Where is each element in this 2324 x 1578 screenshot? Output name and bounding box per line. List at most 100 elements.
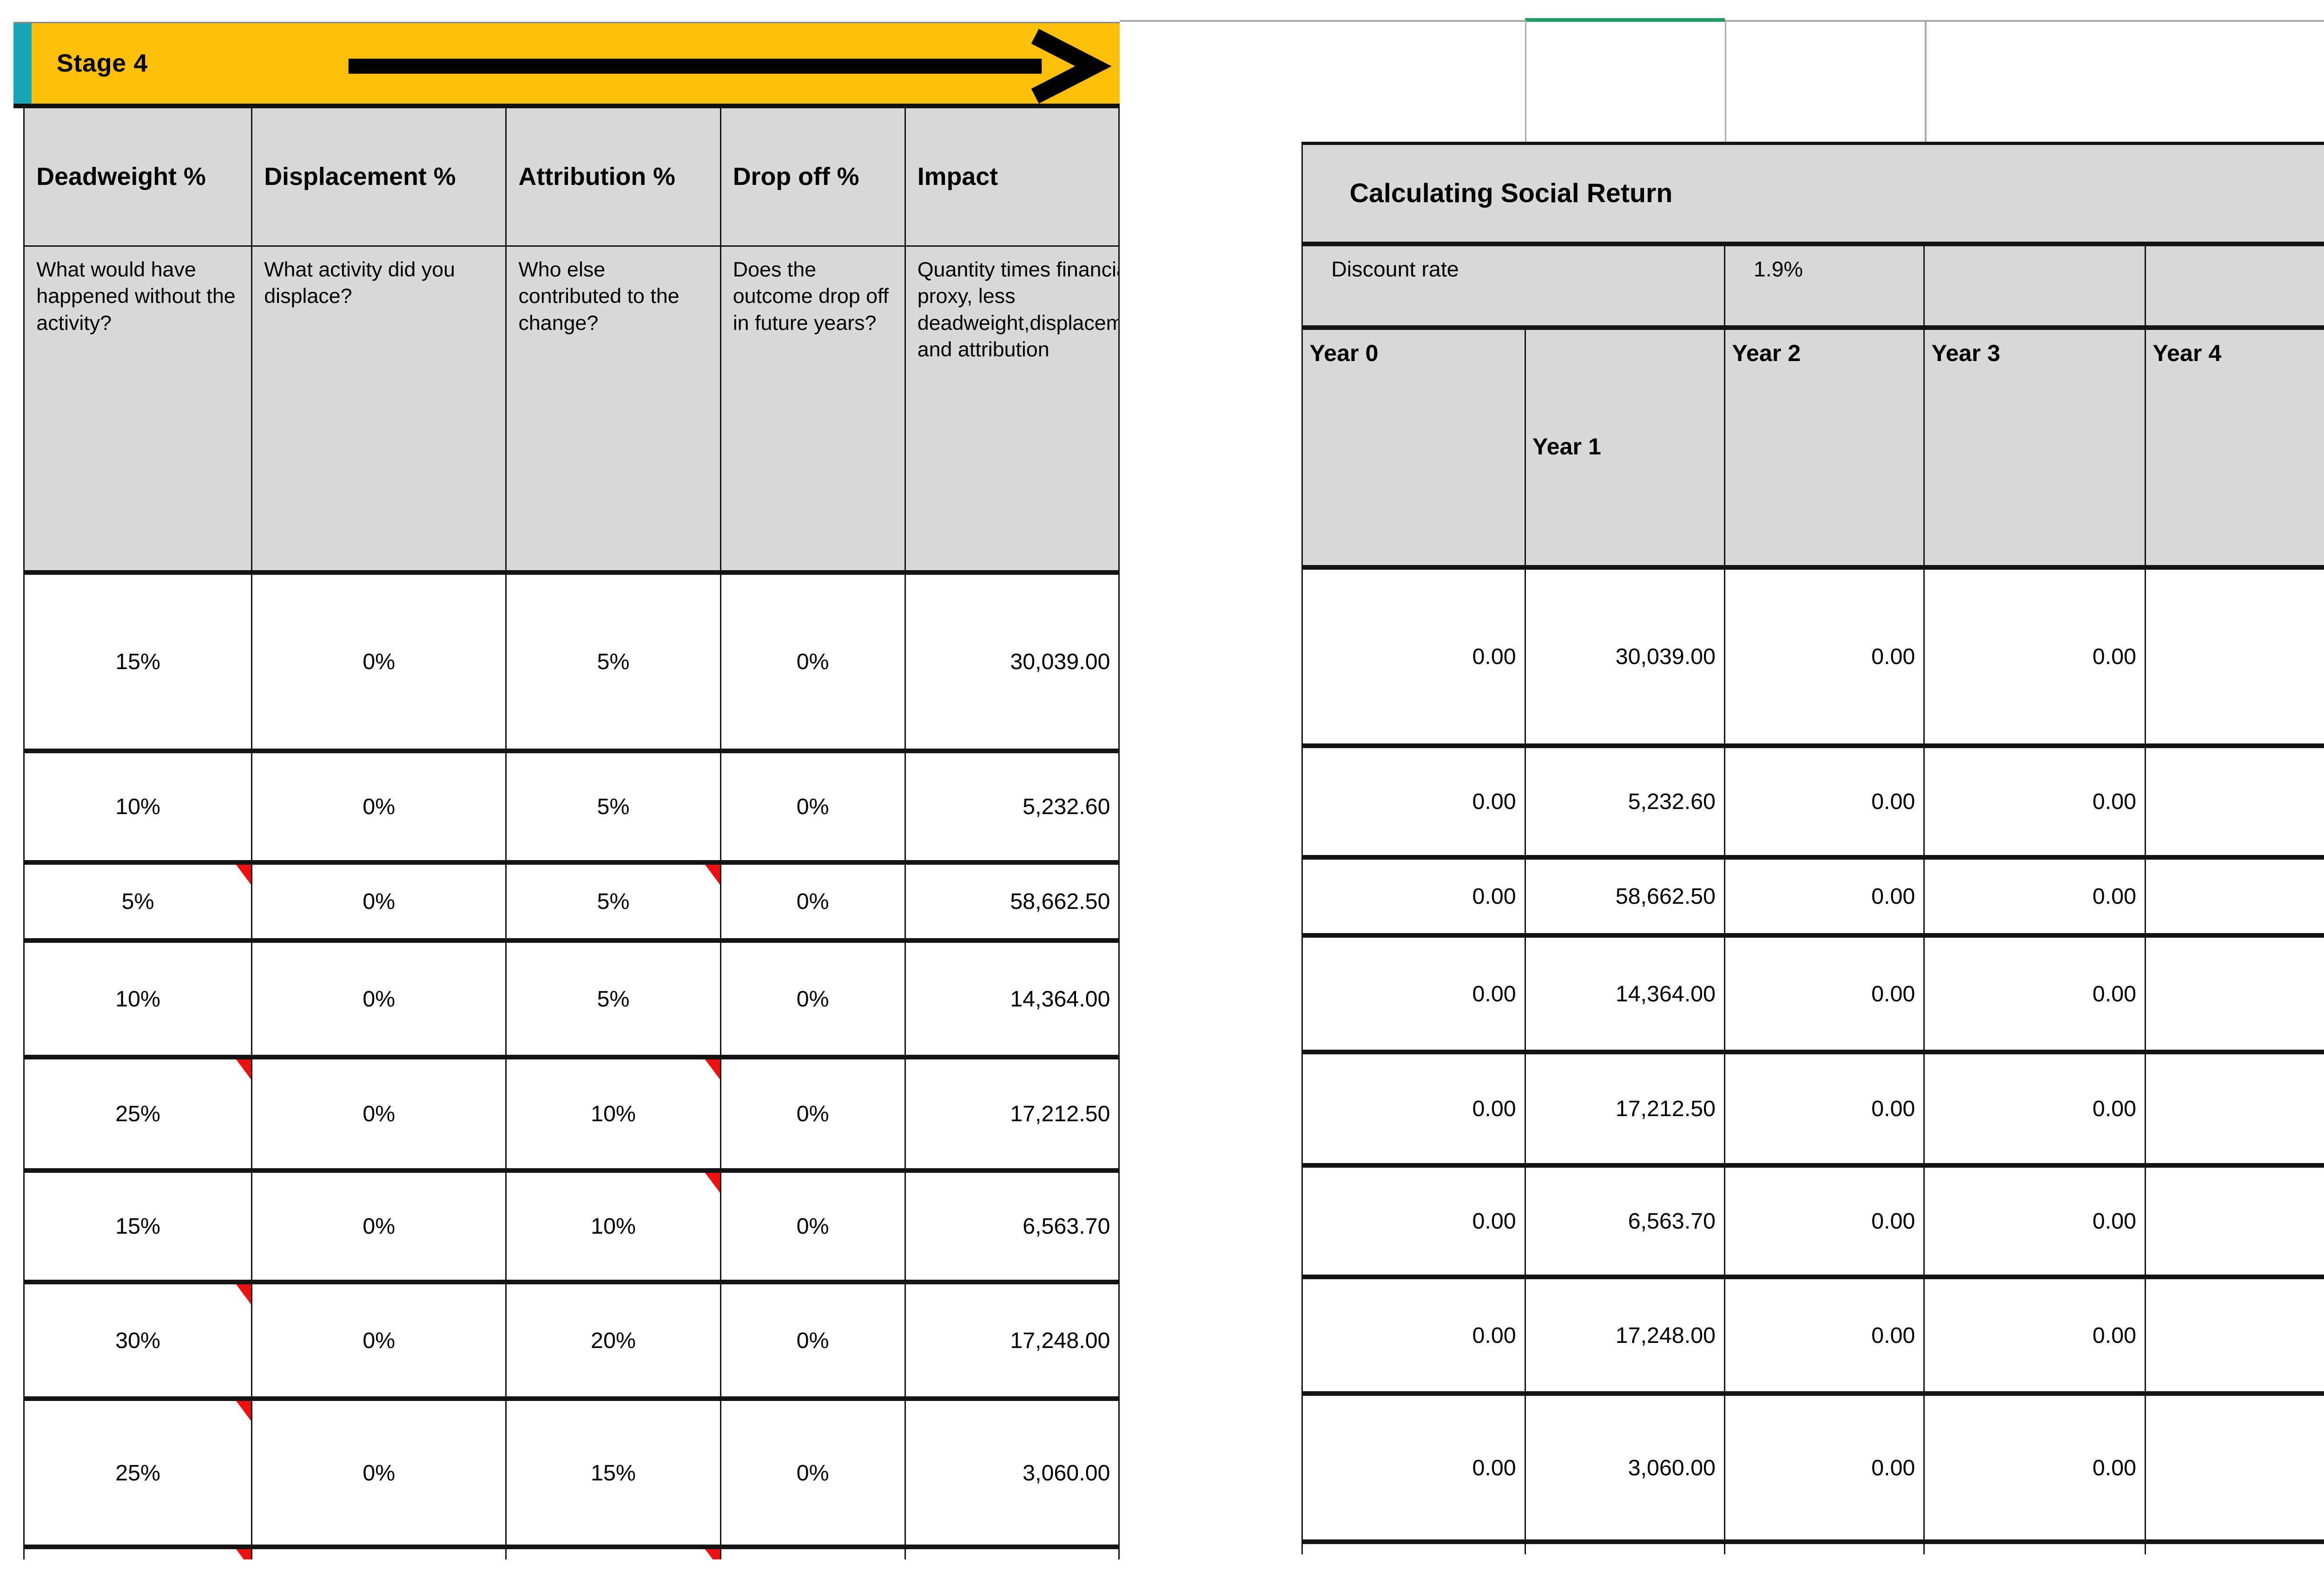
discount-row-empty-cell-2[interactable] [2146, 246, 2324, 325]
left-cell-r3-c3[interactable]: 0% [721, 864, 906, 939]
left-cell-r8-c3[interactable]: 0% [721, 1401, 906, 1545]
left-col-desc-2[interactable]: Who else contributed to the change? [507, 246, 721, 570]
left-cell-r5-c3[interactable]: 0% [721, 1059, 906, 1169]
left-cell-r5-c0[interactable]: 25% [25, 1059, 253, 1169]
left-cell-r8-c4[interactable]: 3,060.00 [905, 1401, 1119, 1545]
right-cell-r9-c0[interactable] [1303, 1544, 1526, 1554]
year-header-2[interactable]: Year 2 [1725, 329, 1925, 565]
right-cell-r8-c1[interactable]: 3,060.00 [1525, 1396, 1725, 1540]
right-cell-r6-c0[interactable]: 0.00 [1303, 1168, 1526, 1275]
social-return-title-cell[interactable]: Calculating Social Return [1303, 145, 2324, 242]
right-cell-r6-c3[interactable]: 0.00 [1925, 1168, 2146, 1275]
right-cell-r9-c2[interactable] [1725, 1544, 1925, 1554]
right-cell-r6-c2[interactable]: 0.00 [1725, 1168, 1925, 1275]
right-cell-r2-c3[interactable]: 0.00 [1925, 748, 2146, 855]
right-cell-r3-c4[interactable]: 0.00 [2146, 859, 2324, 934]
left-cell-r8-c0[interactable]: 25% [25, 1401, 253, 1545]
right-cell-r8-c3[interactable]: 0.00 [1925, 1396, 2146, 1540]
right-cell-r6-c4[interactable]: 0.00 [2146, 1168, 2324, 1275]
left-cell-r8-c2[interactable]: 15% [507, 1401, 721, 1545]
left-cell-r7-c3[interactable]: 0% [721, 1284, 906, 1397]
left-cell-r9-c2[interactable] [507, 1549, 721, 1559]
left-cell-r4-c3[interactable]: 0% [721, 943, 906, 1055]
right-cell-r7-c3[interactable]: 0.00 [1925, 1279, 2146, 1392]
right-cell-r3-c0[interactable]: 0.00 [1303, 859, 1526, 934]
right-cell-r7-c4[interactable]: 0.00 [2146, 1279, 2324, 1392]
right-cell-r3-c1[interactable]: 58,662.50 [1525, 859, 1725, 934]
left-cell-r9-c4[interactable] [905, 1549, 1119, 1559]
right-cell-r9-c4[interactable] [2146, 1544, 2324, 1554]
left-cell-r6-c1[interactable]: 0% [252, 1173, 507, 1280]
right-cell-r4-c4[interactable]: 0.00 [2146, 938, 2324, 1050]
discount-rate-value-cell[interactable]: 1.9% [1725, 246, 1925, 325]
left-col-title-2[interactable]: Attribution % [507, 108, 721, 245]
left-cell-r4-c4[interactable]: 14,364.00 [905, 943, 1119, 1055]
right-cell-r8-c2[interactable]: 0.00 [1725, 1396, 1925, 1540]
left-cell-r5-c4[interactable]: 17,212.50 [905, 1059, 1119, 1169]
right-cell-r1-c4[interactable]: 0.00 [2146, 570, 2324, 743]
left-cell-r6-c3[interactable]: 0% [721, 1173, 906, 1280]
right-cell-r2-c1[interactable]: 5,232.60 [1525, 748, 1725, 855]
left-col-desc-4[interactable]: Quantity times financial proxy, less dea… [905, 246, 1119, 570]
left-col-title-0[interactable]: Deadweight % [25, 108, 253, 245]
right-cell-r4-c2[interactable]: 0.00 [1725, 938, 1925, 1050]
right-cell-r2-c2[interactable]: 0.00 [1725, 748, 1925, 855]
left-cell-r5-c2[interactable]: 10% [507, 1059, 721, 1169]
right-cell-r5-c3[interactable]: 0.00 [1925, 1054, 2146, 1164]
left-cell-r2-c1[interactable]: 0% [252, 753, 507, 860]
left-cell-r4-c0[interactable]: 10% [25, 943, 253, 1055]
right-cell-r4-c3[interactable]: 0.00 [1925, 938, 2146, 1050]
right-cell-r8-c4[interactable]: 0.00 [2146, 1396, 2324, 1540]
left-cell-r2-c4[interactable]: 5,232.60 [905, 753, 1119, 860]
right-cell-r4-c0[interactable]: 0.00 [1303, 938, 1526, 1050]
year-header-4[interactable]: Year 4 [2146, 329, 2324, 565]
left-cell-r6-c0[interactable]: 15% [25, 1173, 253, 1280]
year-header-0[interactable]: Year 0 [1303, 329, 1526, 565]
stage-banner-cell[interactable]: Stage 4 [32, 23, 1120, 104]
left-col-desc-0[interactable]: What would have happened without the act… [25, 246, 253, 570]
left-cell-r1-c3[interactable]: 0% [721, 574, 906, 749]
left-cell-r4-c2[interactable]: 5% [507, 943, 721, 1055]
right-cell-r2-c0[interactable]: 0.00 [1303, 748, 1526, 855]
left-cell-r2-c0[interactable]: 10% [25, 753, 253, 860]
right-cell-r1-c3[interactable]: 0.00 [1925, 570, 2146, 743]
left-cell-r2-c3[interactable]: 0% [721, 753, 906, 860]
left-cell-r5-c1[interactable]: 0% [252, 1059, 507, 1169]
right-cell-r1-c0[interactable]: 0.00 [1303, 570, 1526, 743]
right-cell-r1-c1[interactable]: 30,039.00 [1525, 570, 1725, 743]
discount-rate-label-cell[interactable]: Discount rate [1303, 246, 1725, 325]
left-cell-r3-c1[interactable]: 0% [252, 864, 507, 939]
year-header-3[interactable]: Year 3 [1925, 329, 2146, 565]
year-header-1[interactable]: Year 1 [1525, 329, 1725, 565]
right-cell-r1-c2[interactable]: 0.00 [1725, 570, 1925, 743]
left-col-title-1[interactable]: Displacement % [252, 108, 507, 245]
right-cell-r7-c2[interactable]: 0.00 [1725, 1279, 1925, 1392]
left-cell-r1-c0[interactable]: 15% [25, 574, 253, 749]
right-cell-r8-c0[interactable]: 0.00 [1303, 1396, 1526, 1540]
right-cell-r7-c1[interactable]: 17,248.00 [1525, 1279, 1725, 1392]
left-cell-r7-c4[interactable]: 17,248.00 [905, 1284, 1119, 1397]
left-col-title-4[interactable]: Impact [905, 108, 1119, 245]
right-cell-r5-c2[interactable]: 0.00 [1725, 1054, 1925, 1164]
left-col-desc-3[interactable]: Does the outcome drop off in future year… [721, 246, 906, 570]
left-cell-r3-c4[interactable]: 58,662.50 [905, 864, 1119, 939]
left-cell-r7-c0[interactable]: 30% [25, 1284, 253, 1397]
right-cell-r6-c1[interactable]: 6,563.70 [1525, 1168, 1725, 1275]
right-cell-r7-c0[interactable]: 0.00 [1303, 1279, 1526, 1392]
left-cell-r8-c1[interactable]: 0% [252, 1401, 507, 1545]
left-cell-r7-c2[interactable]: 20% [507, 1284, 721, 1397]
right-cell-r9-c1[interactable] [1525, 1544, 1725, 1554]
left-col-desc-1[interactable]: What activity did you displace? [252, 246, 507, 570]
left-cell-r9-c3[interactable] [721, 1549, 906, 1559]
right-cell-r2-c4[interactable]: 0.00 [2146, 748, 2324, 855]
right-cell-r3-c2[interactable]: 0.00 [1725, 859, 1925, 934]
left-col-title-3[interactable]: Drop off % [721, 108, 906, 245]
left-cell-r4-c1[interactable]: 0% [252, 943, 507, 1055]
left-cell-r9-c1[interactable] [252, 1549, 507, 1559]
right-cell-r5-c4[interactable]: 0.00 [2146, 1054, 2324, 1164]
left-cell-r9-c0[interactable] [25, 1549, 253, 1559]
left-cell-r1-c4[interactable]: 30,039.00 [905, 574, 1119, 749]
right-cell-r9-c3[interactable] [1925, 1544, 2146, 1554]
left-cell-r7-c1[interactable]: 0% [252, 1284, 507, 1397]
left-cell-r3-c0[interactable]: 5% [25, 864, 253, 939]
